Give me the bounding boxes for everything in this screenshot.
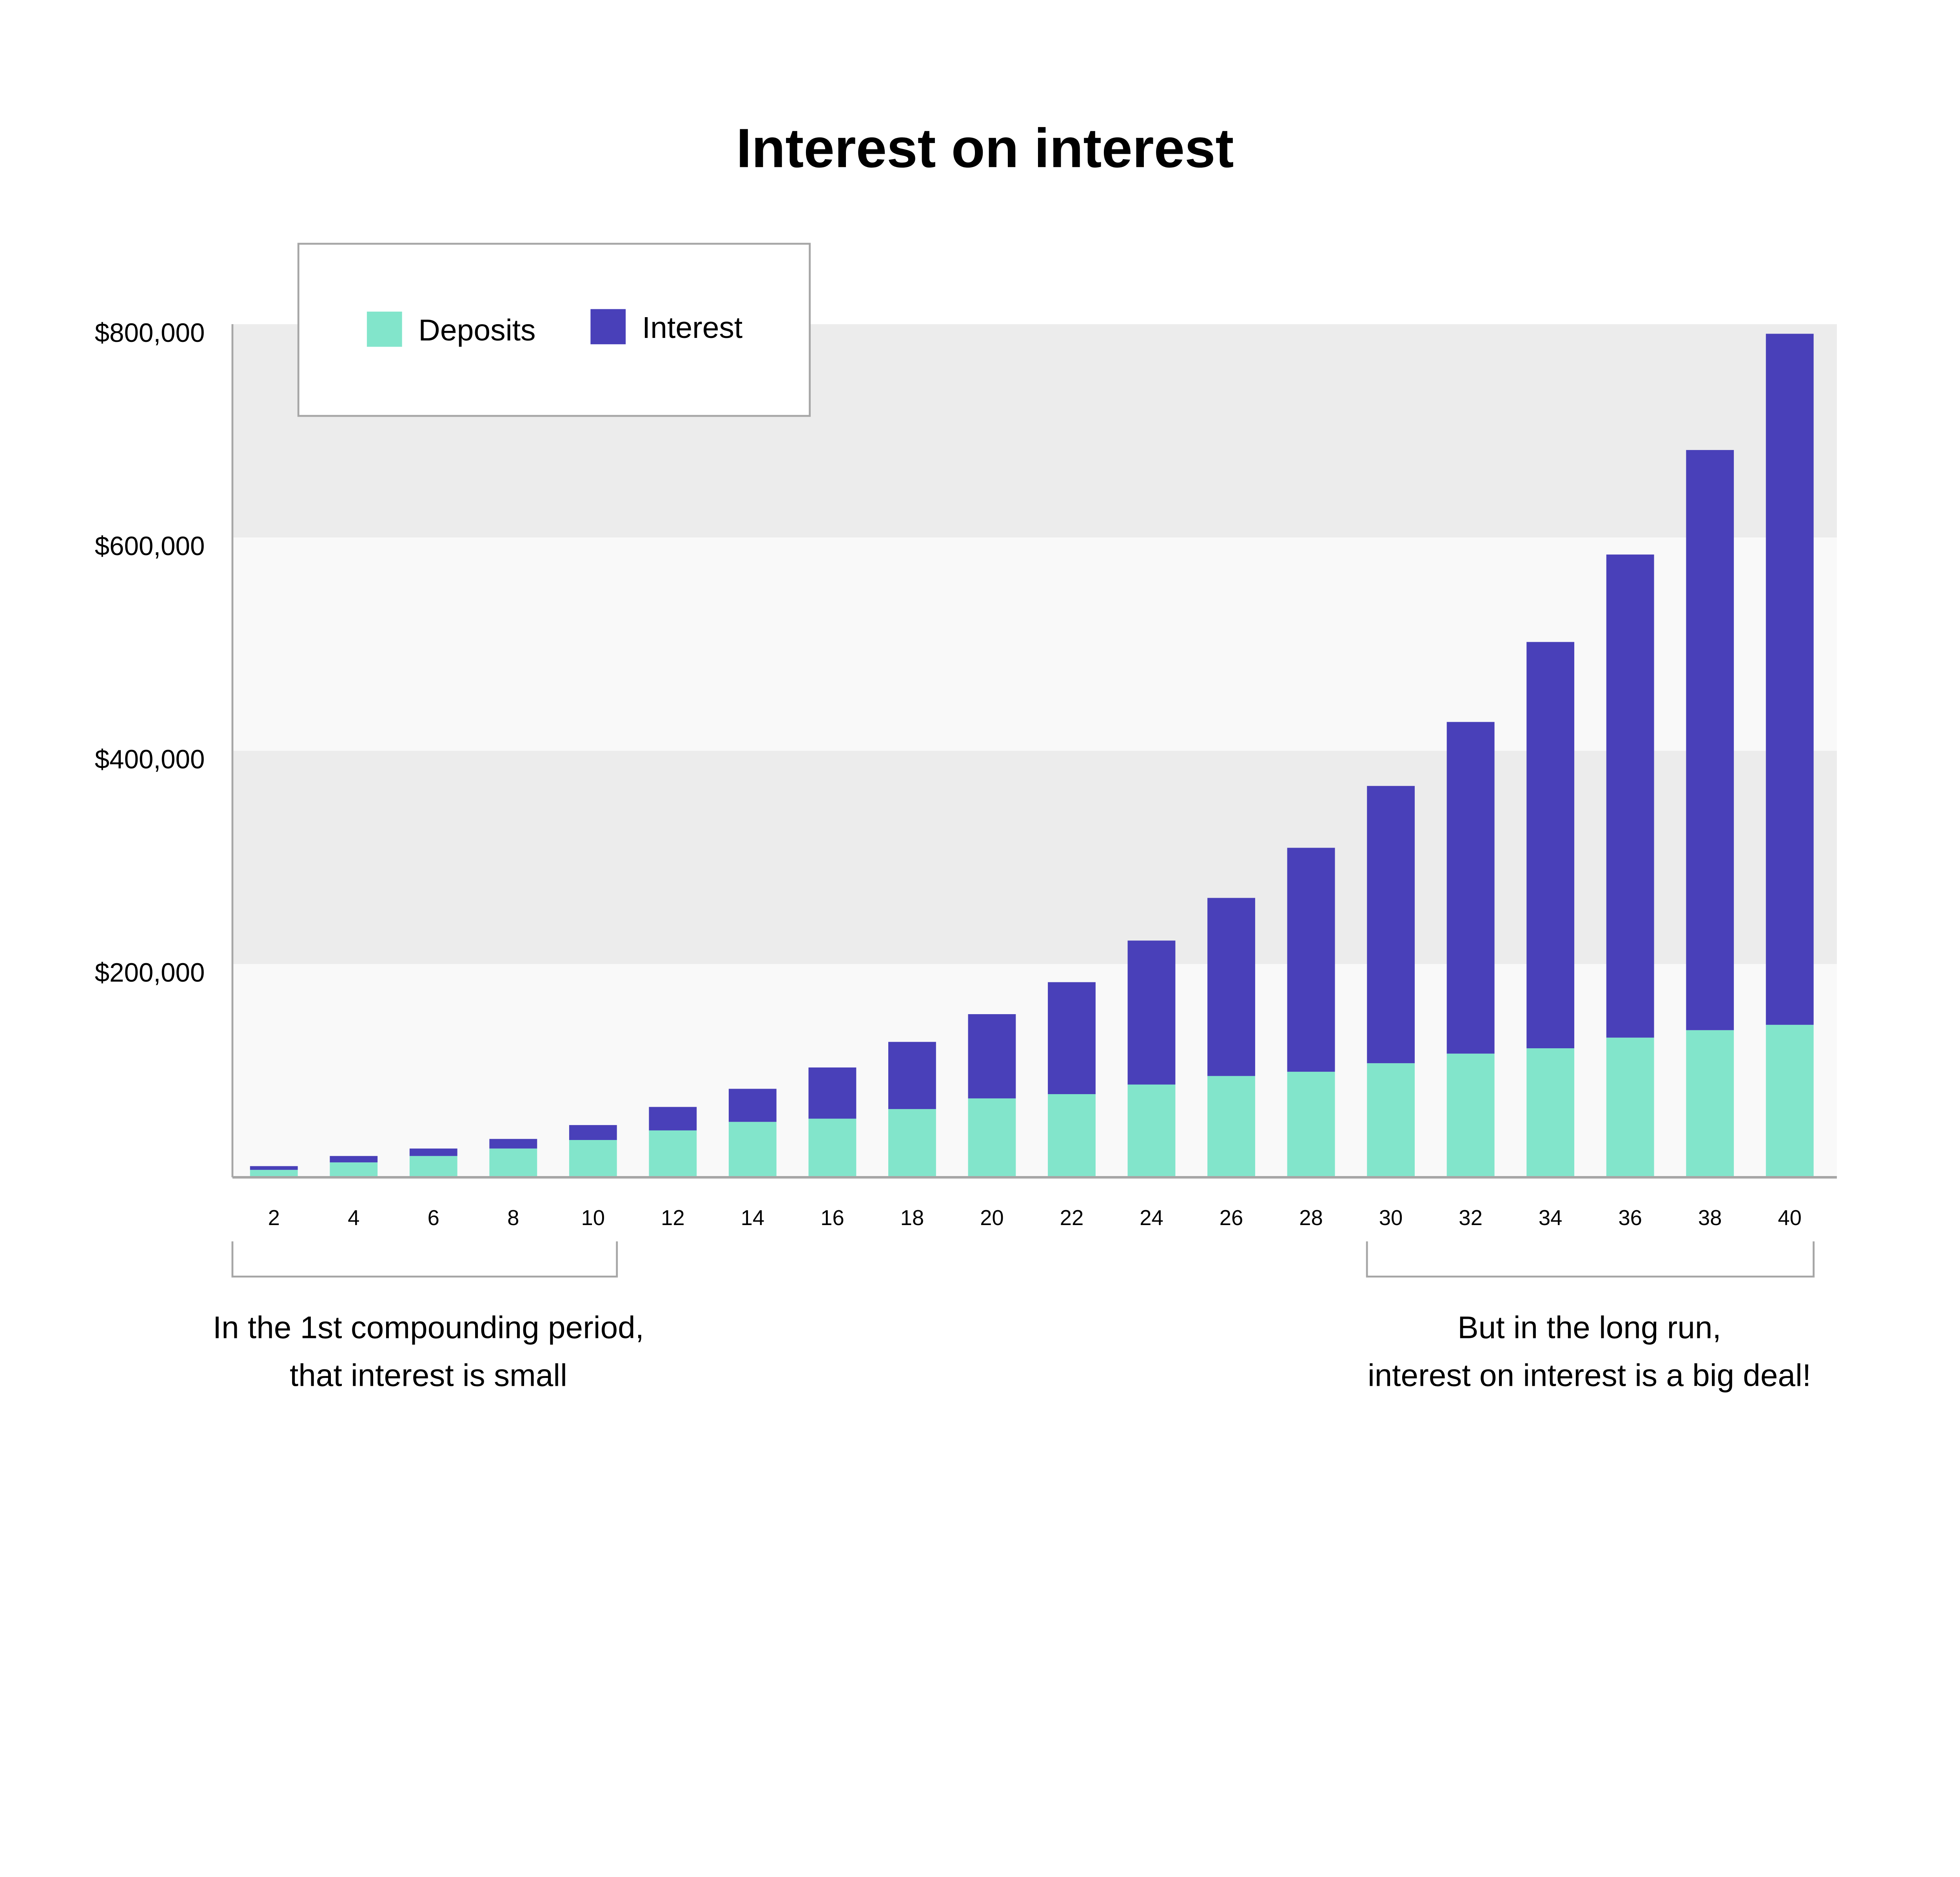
legend: Deposits Interest [297, 243, 811, 417]
bar-deposits-6 [409, 1156, 457, 1178]
bar-interest-12 [649, 1107, 697, 1131]
annotations: In the 1st compounding period, that inter… [213, 1241, 1815, 1392]
x-tick-label: 22 [1060, 1206, 1084, 1230]
bar-deposits-22 [1048, 1094, 1096, 1178]
bar-deposits-28 [1287, 1071, 1335, 1178]
bar-deposits-30 [1367, 1063, 1415, 1178]
y-tick-label: $600,000 [95, 532, 205, 561]
bars [250, 334, 1814, 1178]
x-tick-labels: 2 4 6 8 10 12 14 16 18 20 22 24 26 28 30 32 34 36 38 40 [268, 1206, 1802, 1230]
grid-band [232, 751, 1837, 964]
bar-deposits-32 [1446, 1053, 1495, 1178]
bar-interest-6 [409, 1148, 457, 1156]
x-tick-label: 4 [348, 1206, 359, 1230]
y-tick-label: $200,000 [95, 958, 205, 988]
legend-label-interest: Interest [642, 311, 742, 345]
y-tick-label: $800,000 [95, 318, 205, 348]
bar-interest-24 [1127, 940, 1176, 1085]
x-tick-label: 20 [980, 1206, 1004, 1230]
bar-interest-38 [1686, 450, 1734, 1030]
bar-deposits-14 [728, 1122, 777, 1178]
grid-band [232, 537, 1837, 751]
y-tick-labels: $200,000 $400,000 $600,000 $800,000 [95, 318, 205, 988]
bar-interest-16 [808, 1067, 857, 1119]
bar-deposits-26 [1207, 1076, 1255, 1178]
legend-label-deposits: Deposits [418, 314, 535, 347]
bar-interest-18 [888, 1042, 936, 1109]
grid-bands [232, 324, 1837, 1178]
bar-deposits-2 [250, 1170, 298, 1178]
bar-interest-10 [569, 1125, 617, 1140]
bar-interest-8 [489, 1139, 537, 1149]
bar-interest-34 [1526, 642, 1575, 1049]
bar-deposits-12 [649, 1130, 697, 1178]
bar-interest-28 [1287, 848, 1335, 1072]
annotation-bracket [231, 1241, 618, 1278]
bar-deposits-8 [489, 1148, 537, 1178]
x-tick-label: 6 [428, 1206, 439, 1230]
x-tick-label: 32 [1459, 1206, 1483, 1230]
bar-deposits-40 [1766, 1025, 1814, 1178]
bar-interest-20 [968, 1014, 1016, 1098]
stacked-bar-chart: Interest on interest $200,000 $400,000 $60… [95, 117, 1837, 1392]
bar-deposits-16 [808, 1118, 857, 1178]
x-tick-label: 2 [268, 1206, 280, 1230]
bar-interest-22 [1048, 982, 1096, 1095]
x-tick-label: 14 [741, 1206, 765, 1230]
bar-deposits-10 [569, 1140, 617, 1178]
x-tick-label: 28 [1299, 1206, 1323, 1230]
annotation-bracket [1366, 1241, 1815, 1278]
legend-swatch-deposits [367, 311, 402, 347]
bar-deposits-34 [1526, 1048, 1575, 1178]
x-tick-label: 24 [1140, 1206, 1163, 1230]
grid-band [232, 964, 1837, 1178]
x-tick-label: 10 [581, 1206, 605, 1230]
x-tick-label: 30 [1379, 1206, 1403, 1230]
bar-interest-30 [1367, 786, 1415, 1064]
x-tick-label: 36 [1618, 1206, 1642, 1230]
x-tick-label: 8 [507, 1206, 519, 1230]
x-tick-label: 34 [1539, 1206, 1563, 1230]
legend-swatch-interest [590, 309, 626, 345]
annotation-text: interest on interest is a big deal! [1368, 1357, 1811, 1392]
chart-title: Interest on interest [736, 117, 1234, 179]
bar-interest-14 [728, 1089, 777, 1122]
bar-deposits-38 [1686, 1030, 1734, 1178]
bar-interest-40 [1766, 334, 1814, 1025]
annotation-text: In the 1st compounding period, [213, 1309, 644, 1345]
x-tick-label: 12 [661, 1206, 685, 1230]
bar-interest-32 [1446, 722, 1495, 1054]
bar-deposits-20 [968, 1098, 1016, 1178]
bar-interest-26 [1207, 898, 1255, 1076]
x-tick-label: 40 [1778, 1206, 1802, 1230]
x-tick-label: 38 [1698, 1206, 1722, 1230]
bar-interest-4 [330, 1156, 378, 1163]
bar-interest-2 [250, 1166, 298, 1170]
bar-deposits-4 [330, 1162, 378, 1178]
bar-deposits-24 [1127, 1084, 1176, 1178]
annotation-text: But in the long run, [1457, 1309, 1721, 1345]
annotation-text: that interest is small [290, 1357, 567, 1392]
x-tick-label: 26 [1220, 1206, 1243, 1230]
bar-deposits-18 [888, 1109, 936, 1178]
bar-deposits-36 [1606, 1037, 1654, 1178]
x-tick-label: 18 [900, 1206, 924, 1230]
y-tick-label: $400,000 [95, 745, 205, 774]
x-tick-label: 16 [820, 1206, 844, 1230]
bar-interest-36 [1606, 554, 1654, 1038]
